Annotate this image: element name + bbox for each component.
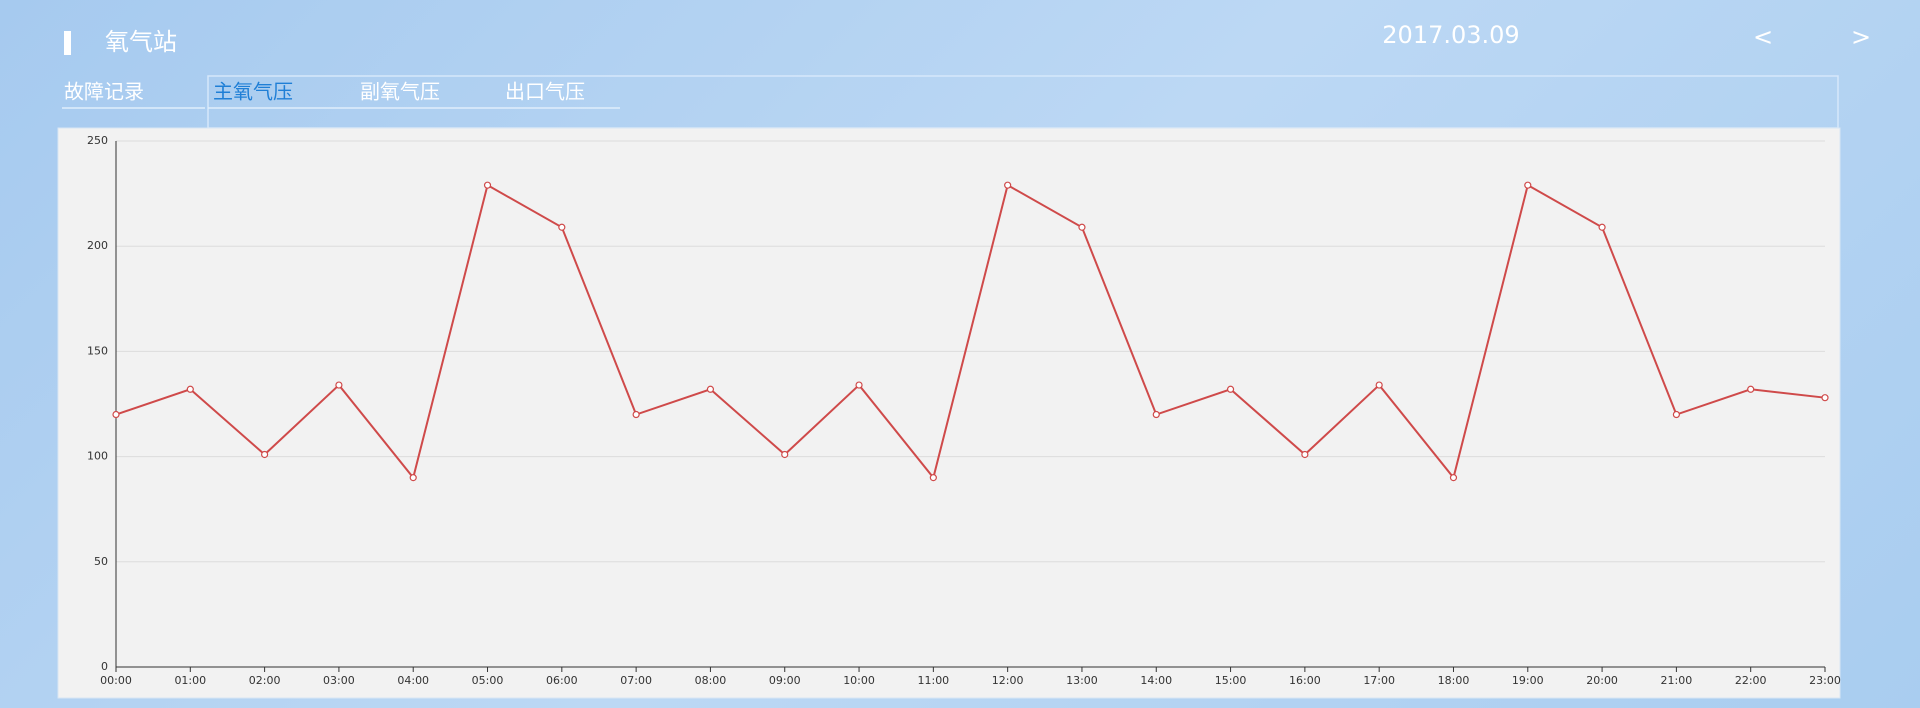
- x-tick-label: 09:00: [769, 674, 801, 687]
- tab-frame: [207, 75, 1839, 129]
- tab[interactable]: 出口气压: [505, 80, 585, 104]
- tab[interactable]: 主氧气压: [213, 80, 293, 104]
- y-tick-label: 0: [101, 660, 108, 673]
- point: [1449, 474, 1458, 482]
- point: [112, 410, 120, 419]
- point: [1821, 394, 1829, 402]
- point: [781, 450, 789, 459]
- title-marker: [64, 31, 71, 55]
- point: [1078, 223, 1086, 231]
- x-tick-label: 11:00: [917, 674, 949, 687]
- tab[interactable]: 副氧气压: [360, 80, 440, 104]
- x-tick-label: 15:00: [1215, 674, 1247, 687]
- point: [632, 410, 640, 419]
- point: [261, 450, 269, 459]
- tab[interactable]: 故障记录: [64, 80, 144, 104]
- point: [929, 474, 937, 482]
- point: [335, 381, 343, 389]
- x-tick-label: 14:00: [1140, 674, 1172, 687]
- x-tick-label: 18:00: [1438, 674, 1470, 687]
- x-tick-label: 03:00: [323, 674, 355, 687]
- x-tick-label: 06:00: [546, 674, 578, 687]
- x-tick-label: 22:00: [1735, 674, 1767, 687]
- x-tick-label: 05:00: [472, 674, 504, 687]
- point: [855, 381, 863, 389]
- point: [1672, 410, 1680, 419]
- point: [409, 474, 417, 482]
- x-tick-label: 08:00: [695, 674, 727, 687]
- x-tick-label: 07:00: [620, 674, 652, 687]
- y-tick-label: 150: [87, 344, 108, 357]
- x-tick-label: 12:00: [992, 674, 1024, 687]
- x-tick-label: 16:00: [1289, 674, 1321, 687]
- point: [1747, 385, 1755, 393]
- y-tick-label: 200: [87, 239, 108, 252]
- x-tick-label: 01:00: [174, 674, 206, 687]
- x-tick-label: 19:00: [1512, 674, 1544, 687]
- next-button[interactable]: >: [1851, 23, 1871, 51]
- point: [1152, 410, 1160, 419]
- point: [706, 385, 715, 393]
- y-tick-label: 50: [94, 555, 108, 568]
- x-tick-label: 00:00: [100, 674, 132, 687]
- x-tick-label: 17:00: [1363, 674, 1395, 687]
- point: [1004, 181, 1012, 189]
- y-tick-label: 100: [87, 450, 108, 463]
- point: [1375, 381, 1383, 389]
- x-tick-label: 20:00: [1586, 674, 1618, 687]
- point: [1226, 385, 1235, 393]
- x-tick-label: 10:00: [843, 674, 875, 687]
- x-tick-label: 13:00: [1066, 674, 1098, 687]
- y-tick-label: 250: [87, 134, 108, 147]
- point: [1301, 450, 1309, 459]
- x-tick-label: 04:00: [397, 674, 429, 687]
- line-series: [115, 183, 1826, 480]
- point: [1524, 181, 1532, 189]
- point: [186, 385, 194, 393]
- date: 2017.03.09: [1382, 21, 1519, 49]
- station-title: 氧气站: [105, 28, 177, 56]
- point: [1598, 223, 1606, 231]
- x-tick-label: 23:00: [1809, 674, 1841, 687]
- x-tick-label: 02:00: [249, 674, 281, 687]
- prev-button[interactable]: <: [1753, 23, 1773, 51]
- x-tick-label: 21:00: [1661, 674, 1693, 687]
- point: [483, 181, 492, 189]
- point: [558, 223, 566, 231]
